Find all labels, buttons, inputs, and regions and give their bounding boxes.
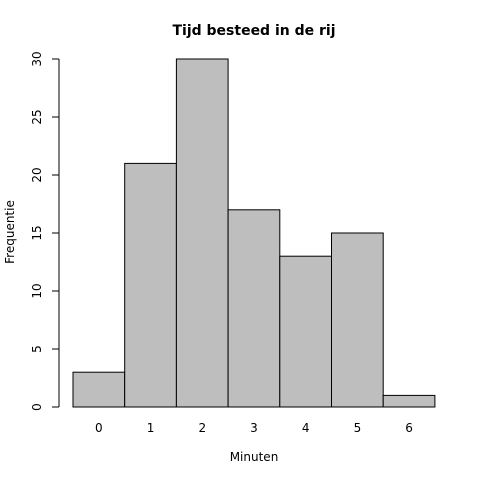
y-tick-label-20: 20 bbox=[30, 167, 44, 182]
bar-0 bbox=[72, 371, 126, 408]
x-tick-label-6: 6 bbox=[405, 421, 413, 435]
x-tick-label-3: 3 bbox=[250, 421, 258, 435]
y-axis-label: Frequentie bbox=[3, 200, 17, 264]
y-tick-label-15: 15 bbox=[30, 225, 44, 240]
y-tick-label-0: 0 bbox=[30, 403, 44, 411]
x-tick-label-2: 2 bbox=[198, 421, 206, 435]
y-tick-label-30: 30 bbox=[30, 51, 44, 66]
x-tick-label-1: 1 bbox=[147, 421, 155, 435]
bar-6 bbox=[382, 394, 436, 408]
bars-group bbox=[72, 58, 436, 408]
y-ticks: 0 5 10 15 20 25 30 bbox=[30, 51, 59, 411]
bar-2 bbox=[175, 58, 229, 408]
x-tick-label-0: 0 bbox=[95, 421, 103, 435]
y-tick-label-10: 10 bbox=[30, 283, 44, 298]
y-axis: 0 5 10 15 20 25 30 bbox=[30, 51, 60, 411]
x-axis-label: Minuten bbox=[230, 450, 279, 464]
bar-4 bbox=[279, 255, 332, 408]
y-tick-label-25: 25 bbox=[30, 109, 44, 124]
x-tick-labels: 0 1 2 3 4 5 6 bbox=[95, 421, 413, 435]
x-tick-label-5: 5 bbox=[354, 421, 362, 435]
bar-3 bbox=[227, 209, 281, 408]
bar-5 bbox=[331, 232, 384, 408]
x-tick-label-4: 4 bbox=[302, 421, 310, 435]
y-tick-label-5: 5 bbox=[30, 345, 44, 353]
chart-title: Tijd besteed in de rij bbox=[172, 23, 335, 39]
bar-1 bbox=[124, 162, 177, 408]
